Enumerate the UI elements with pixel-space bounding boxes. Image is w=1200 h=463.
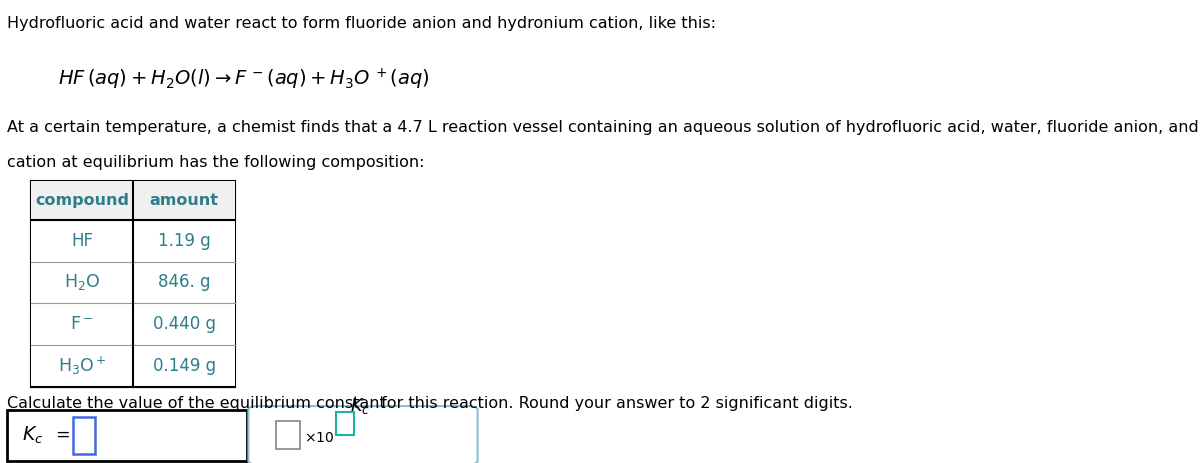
FancyBboxPatch shape <box>248 406 478 463</box>
Text: 0.149 g: 0.149 g <box>152 357 216 375</box>
Text: $K_c$: $K_c$ <box>22 425 43 446</box>
FancyBboxPatch shape <box>31 220 235 262</box>
FancyBboxPatch shape <box>31 345 235 387</box>
Text: HF: HF <box>71 232 94 250</box>
FancyBboxPatch shape <box>31 262 235 303</box>
FancyBboxPatch shape <box>31 181 235 387</box>
FancyBboxPatch shape <box>7 410 247 461</box>
Text: Hydrofluoric acid and water react to form fluoride anion and hydronium cation, l: Hydrofluoric acid and water react to for… <box>7 16 716 31</box>
Text: $\mathregular{H_2O}$: $\mathregular{H_2O}$ <box>64 272 101 293</box>
Text: $\mathregular{H_3O^+}$: $\mathregular{H_3O^+}$ <box>58 355 107 377</box>
FancyBboxPatch shape <box>73 417 95 454</box>
Text: compound: compound <box>35 193 130 208</box>
FancyBboxPatch shape <box>31 303 235 345</box>
Text: for this reaction. Round your answer to 2 significant digits.: for this reaction. Round your answer to … <box>377 396 853 411</box>
Text: Calculate the value of the equilibrium constant: Calculate the value of the equilibrium c… <box>7 396 391 411</box>
Text: $\mathit{HF}\,(aq)+\mathit{H}_{2}\mathit{O}(l)\rightarrow\mathit{F}^{\,-}(aq)+\m: $\mathit{HF}\,(aq)+\mathit{H}_{2}\mathit… <box>58 67 430 93</box>
FancyBboxPatch shape <box>276 421 300 449</box>
Text: 0.440 g: 0.440 g <box>152 315 216 333</box>
Text: At a certain temperature, a chemist finds that a 4.7 L reaction vessel containin: At a certain temperature, a chemist find… <box>7 120 1200 135</box>
Text: $\times$10: $\times$10 <box>304 431 334 444</box>
Text: $\mathregular{F^-}$: $\mathregular{F^-}$ <box>71 315 94 333</box>
Text: cation at equilibrium has the following composition:: cation at equilibrium has the following … <box>7 155 425 170</box>
Text: $K_c$: $K_c$ <box>350 396 370 416</box>
Text: 846. g: 846. g <box>158 274 210 291</box>
FancyBboxPatch shape <box>336 412 354 435</box>
Text: =: = <box>55 426 70 444</box>
Text: 1.19 g: 1.19 g <box>158 232 210 250</box>
FancyBboxPatch shape <box>31 181 235 220</box>
Text: amount: amount <box>150 193 218 208</box>
